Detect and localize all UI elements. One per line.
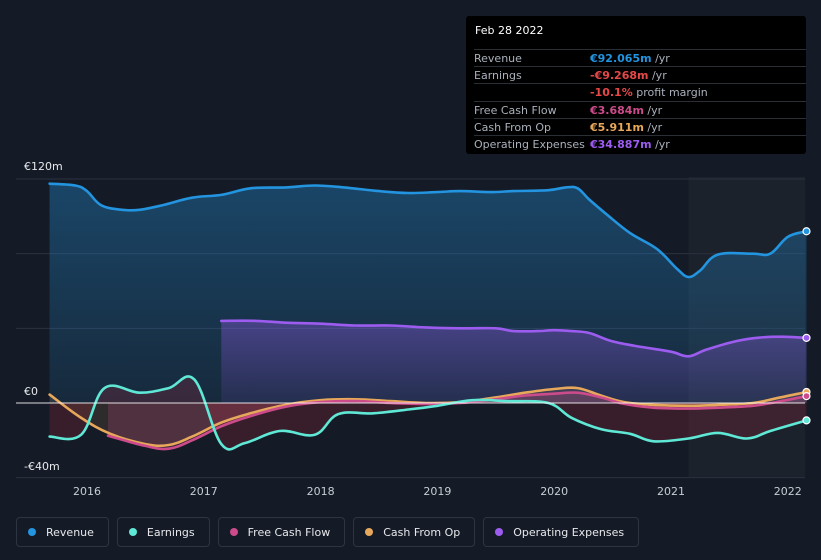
revenue-end-dot [802,227,811,236]
legend-item-earnings[interactable]: Earnings [116,517,210,547]
tooltip-date: Feb 28 2022 [475,24,544,37]
free-cash-flow-end-dot [802,391,811,401]
y-tick-label: €0 [24,385,38,398]
legend-dot-icon [365,528,374,536]
legend-dot-icon [28,528,36,536]
operating-expenses-line [220,319,808,358]
legend-item-cash-from-op[interactable]: Cash From Op [353,517,476,547]
revenue-line [48,182,808,279]
tooltip-row-unit: /yr [643,120,663,134]
x-tick-label: 2016 [73,485,101,498]
earnings-line [48,375,808,451]
tooltip-row-value: €5.911m /yr [590,120,663,134]
earnings-end-dot [802,416,811,425]
x-tick-label: 2022 [774,485,802,498]
operating-expenses-end-dot [802,333,811,342]
tooltip-row-value: €3.684m /yr [590,103,663,117]
legend-label: Operating Expenses [513,525,625,539]
y-axis-labels: €120m €0 -€40m [24,160,63,473]
tooltip-row-value: €34.887m /yr [590,138,670,151]
tooltip-row-unit: /yr [648,69,667,83]
tooltip-row-label: Free Cash Flow [474,103,557,117]
x-tick-label: 2021 [657,485,685,498]
tooltip-row-unit: /yr [651,138,670,151]
tooltip-row-unit: profit margin [632,86,708,100]
tooltip-row-unit: /yr [643,103,663,117]
tooltip-row: Cash From Op €5.911m /yr [474,117,806,136]
free-cash-flow-line [106,391,808,451]
legend-dot-icon [128,528,137,536]
tooltip-row-value: -10.1% profit margin [590,86,708,100]
x-tick-label: 2018 [307,485,335,498]
legend-item-revenue[interactable]: Revenue [16,517,109,547]
tooltip-row: Free Cash Flow €3.684m /yr [474,100,806,119]
tooltip-row: Revenue €92.065m /yr [474,49,806,67]
tooltip-row-value: €92.065m /yr [590,52,670,65]
legend-dot-icon [495,528,504,536]
tooltip-row-label: Revenue [474,52,522,65]
legend-item-free-cash-flow[interactable]: Free Cash Flow [217,517,346,547]
x-axis-labels: 2016 2017 2018 2019 2020 2021 2022 [73,485,802,498]
x-tick-label: 2019 [423,485,451,498]
x-tick-label: 2020 [540,485,568,498]
tooltip-row: Earnings -€9.268m /yr [474,66,806,84]
legend-item-operating-expenses[interactable]: Operating Expenses [483,517,640,547]
legend-label: Free Cash Flow [247,525,331,539]
tooltip-row-label: Earnings [474,69,522,83]
y-tick-label: -€40m [24,460,60,473]
tooltip-row: -10.1% profit margin [474,83,806,101]
legend: Revenue Earnings Free Cash Flow Cash From O… [16,517,640,547]
tooltip-row-label: Cash From Op [474,120,552,134]
tooltip-row-label: Operating Expenses [474,138,585,151]
series-end-markers [802,227,811,425]
y-tick-label: €120m [24,160,63,173]
tooltip-row: Operating Expenses €34.887m /yr [474,135,806,153]
tooltip-row-unit: /yr [651,52,670,65]
tooltip-panel: Feb 28 2022 Revenue €92.065m /yr Earnings -… [466,16,806,154]
operating-expenses-area [221,320,807,403]
legend-label: Earnings [146,525,195,539]
legend-dot-icon [229,528,238,536]
legend-label: Revenue [46,525,94,539]
tooltip-row-value: -€9.268m /yr [590,69,667,83]
legend-label: Cash From Op [383,525,461,539]
x-tick-label: 2017 [190,485,218,498]
